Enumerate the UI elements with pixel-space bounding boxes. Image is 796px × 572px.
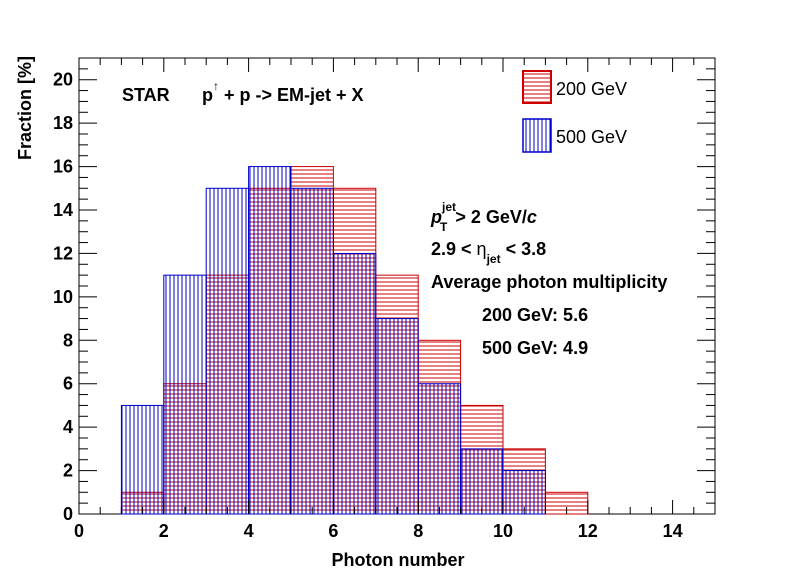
pt-superscript: jet <box>441 200 456 214</box>
x-tick-label: 6 <box>328 521 338 541</box>
bar-500gev-bin-10 <box>502 470 546 515</box>
bar-500gev-bin-8 <box>417 383 462 515</box>
reaction-label: p↑ + p -> EM-jet + X <box>202 79 364 105</box>
legend-swatch-200gev <box>522 70 552 104</box>
y-tick-label: 18 <box>53 113 73 133</box>
reaction-p: p <box>202 85 213 105</box>
x-tick-label: 0 <box>74 521 84 541</box>
y-tick-label: 6 <box>63 374 73 394</box>
y-tick-label: 0 <box>63 504 73 524</box>
bar-500gev-bin-3 <box>205 187 250 515</box>
avg-multiplicity-title: Average photon multiplicity <box>431 272 667 292</box>
x-tick-label: 2 <box>159 521 169 541</box>
x-axis-title: Photon number <box>332 550 465 570</box>
y-axis-ticks: 0 2 4 6 8 10 12 14 16 18 20 <box>53 57 715 524</box>
bar-500gev-bin-9 <box>460 448 504 515</box>
x-tick-label: 10 <box>493 521 513 541</box>
series-500gev-bars <box>120 166 546 515</box>
pt-p: p <box>430 207 442 227</box>
y-tick-label: 16 <box>53 157 73 177</box>
bar-500gev-bin-4 <box>248 166 292 515</box>
eta-subscript: jet <box>486 252 501 266</box>
bar-500gev-bin-6 <box>332 252 377 515</box>
y-tick-label: 14 <box>53 200 73 220</box>
x-axis-ticks: 0 2 4 6 8 10 12 14 <box>74 58 716 541</box>
bar-500gev-bin-7 <box>375 318 419 515</box>
y-tick-label: 2 <box>63 461 73 481</box>
eta-low: 2.9 < <box>431 239 477 259</box>
legend-swatch-500gev <box>522 118 552 153</box>
legend-label-500gev: 500 GeV <box>556 127 627 147</box>
pt-rest: > 2 GeV/ <box>455 207 527 227</box>
eta-cut-label: 2.9 < ηjet < 3.8 <box>431 239 546 266</box>
x-tick-label: 8 <box>413 521 423 541</box>
bar-500gev-bin-5 <box>290 187 334 515</box>
avg-multiplicity-500gev: 500 GeV: 4.9 <box>482 338 588 358</box>
y-tick-label: 4 <box>63 417 73 437</box>
pt-c: c <box>527 207 537 227</box>
y-tick-label: 12 <box>53 243 73 263</box>
y-tick-label: 20 <box>53 70 73 90</box>
bar-500gev-bin-2 <box>163 274 207 515</box>
avg-multiplicity-200gev: 200 GeV: 5.6 <box>482 305 588 325</box>
y-tick-label: 10 <box>53 287 73 307</box>
y-tick-label: 8 <box>63 330 73 350</box>
eta-high: < 3.8 <box>501 239 547 259</box>
y-axis-title: Fraction [%] <box>15 56 35 160</box>
chart-title: STAR <box>122 85 170 105</box>
spin-arrow: ↑ <box>213 79 219 93</box>
pt-cut-label: pjet T > 2 GeV/c <box>430 200 537 234</box>
eta-symbol: η <box>477 239 487 259</box>
x-tick-label: 4 <box>244 521 254 541</box>
x-tick-label: 12 <box>578 521 598 541</box>
reaction-rest: + p -> EM-jet + X <box>219 85 364 105</box>
pt-subscript: T <box>440 220 448 234</box>
x-tick-label: 14 <box>663 521 683 541</box>
legend-label-200gev: 200 GeV <box>556 79 627 99</box>
bar-500gev-bin-1 <box>120 404 165 515</box>
